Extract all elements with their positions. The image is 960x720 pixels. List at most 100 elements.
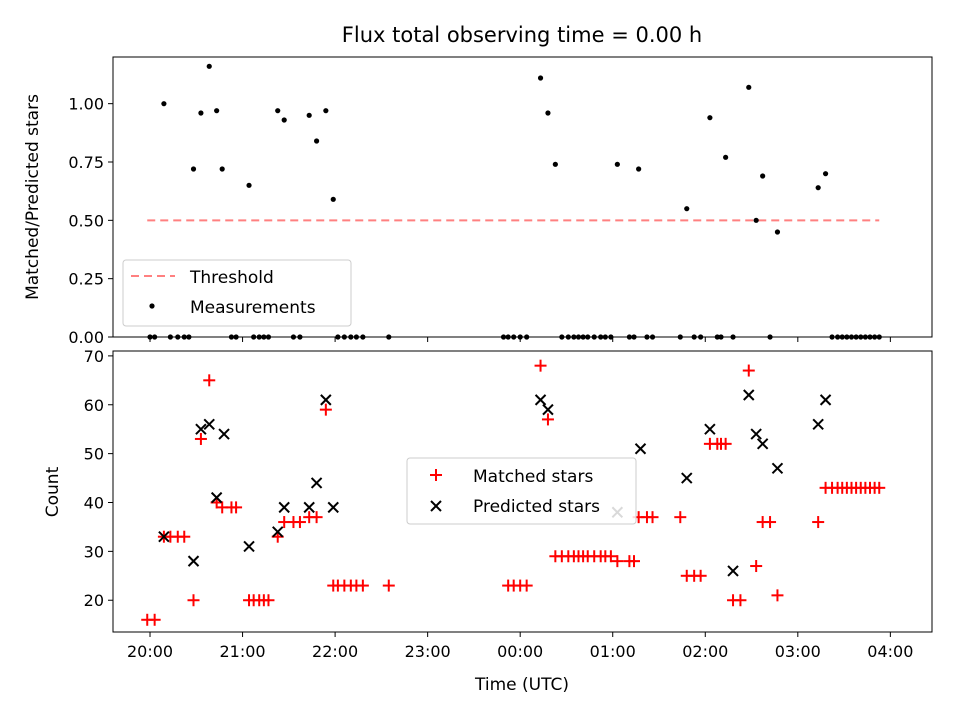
matched-star-point [230,501,243,514]
matched-star-point [750,560,763,573]
predicted-star-point [243,540,255,553]
predicted-star-point [743,389,755,401]
predicted-star-point [272,526,284,538]
measurement-point [545,110,551,116]
bottom-y-tick-label: 20 [84,591,104,610]
chart-title: Flux total observing time = 0.00 h [342,23,702,47]
bottom-y-ticks: 20 30 40 50 60 70 [84,347,113,610]
top-y-tick-label: 0.00 [68,328,104,347]
predicted-star-point [819,394,832,406]
bottom-y-tick-label: 60 [84,396,104,415]
legend-measurements-label: Measurements [190,298,316,318]
matched-star-point [203,374,216,387]
matched-star-point [719,437,732,450]
x-tick-label: 21:00 [220,642,266,661]
measurement-point [723,154,729,160]
x-tick-label: 02:00 [682,642,728,661]
top-axes: Flux total observing time = 0.00 h 0.00 0… [23,23,933,347]
top-legend-box [122,259,352,327]
predicted-star-point [756,438,769,450]
measurement-point [822,171,829,177]
matched-star-point [262,594,275,607]
bottom-y-tick-label: 50 [84,445,104,464]
measurement-point [198,110,204,116]
top-y-tick-label: 0.75 [68,153,104,172]
measurement-point [330,196,336,202]
predicted-star-point [750,428,762,440]
measurement-point [313,138,320,144]
predicted-star-point [187,555,200,567]
matched-star-point [178,530,191,543]
x-tick-label: 01:00 [590,642,636,661]
measurement-point [246,182,252,188]
matched-star-point [293,516,306,529]
measurement-point [219,166,225,172]
matched-star-point [520,579,533,592]
matched-star-point [646,511,659,524]
measurement-point [774,229,781,235]
bottom-legend-box [406,457,637,525]
matched-star-point [534,359,547,372]
matched-star-point [812,516,825,529]
predicted-star-point [320,394,332,406]
bottom-x-ticks: 20:00 21:00 22:00 23:00 00:00 01:00 02:00 03:00… [127,632,913,661]
bottom-legend: Matched stars Predicted stars [406,457,637,525]
predicted-star-point [812,418,824,431]
matched-star-point [356,579,369,592]
measurement-point [323,108,329,114]
top-x-ticks [149,337,891,342]
x-tick-label: 03:00 [775,642,821,661]
predicted-star-point [327,501,339,514]
legend-predicted-swatch [430,500,442,512]
measurement-point [537,75,544,81]
top-y-tick-label: 1.00 [68,95,104,114]
x-tick-label: 00:00 [497,642,543,661]
measurement-point [684,206,690,212]
predicted-star-point [681,472,693,484]
bottom-y-tick-label: 40 [84,493,104,512]
top-legend: Threshold Measurements [122,259,352,327]
predicted-star-point [704,423,716,435]
measurement-point [746,84,752,90]
top-y-axis-label: Matched/Predicted stars [23,94,43,300]
predicted-star-point [203,418,215,431]
matched-star-point [694,569,707,582]
matched-star-point [764,516,777,529]
predicted-star-point [310,477,323,489]
x-axis-label: Time (UTC) [474,675,569,695]
matched-star-point [604,550,617,563]
bottom-y-axis-label: Count [43,466,63,517]
measurement-point [815,185,821,191]
top-plot-area [147,63,882,340]
measurement-point [552,161,558,167]
matched-star-point [873,481,886,494]
legend-matched-swatch [430,469,442,481]
measurement-point [753,217,759,223]
predicted-star-point [771,462,784,474]
matched-star-point [771,589,784,602]
measurement-point [206,63,212,69]
bottom-y-tick-label: 70 [84,347,104,366]
top-y-ticks: 0.00 0.25 0.50 0.75 1.00 [68,95,113,347]
measurement-point [214,108,220,114]
measurement-point [707,115,713,121]
measurement-point [190,166,197,172]
matched-star-point [541,413,554,426]
matched-star-point [194,432,207,445]
x-tick-label: 23:00 [405,642,451,661]
bottom-plot-area [141,359,886,626]
top-axes-frame [112,56,933,338]
measurement-point [636,166,642,172]
predicted-star-point [727,565,739,577]
predicted-star-point [634,443,647,455]
predicted-star-point [534,394,547,406]
matched-star-point [187,594,200,607]
measurement-point [306,112,312,118]
x-tick-label: 04:00 [867,642,913,661]
matched-star-point [734,594,747,607]
top-y-tick-label: 0.25 [68,270,104,289]
predicted-star-point [195,423,207,435]
legend-matched-label: Matched stars [473,467,593,487]
measurement-point [281,117,287,123]
predicted-star-point [542,403,554,416]
